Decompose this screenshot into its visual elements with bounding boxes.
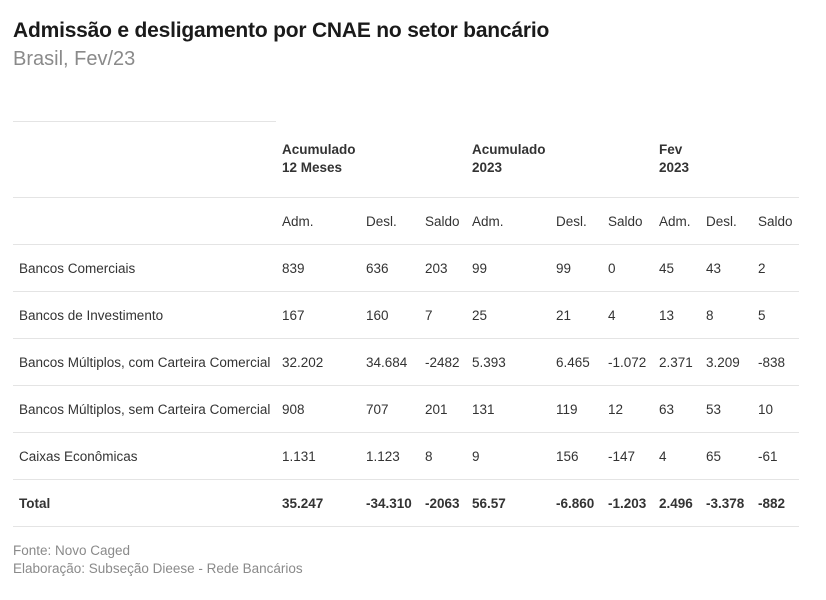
table-cell: -1.203 bbox=[602, 479, 654, 527]
table-cell: 34.684 bbox=[360, 338, 419, 386]
row-label: Bancos Múltiplos, com Carteira Comercial bbox=[13, 338, 276, 386]
source-note: Fonte: Novo Caged bbox=[13, 543, 131, 558]
subheader-adm: Adm. bbox=[466, 197, 551, 245]
table-cell: 1.123 bbox=[360, 432, 419, 480]
table-cell: 201 bbox=[419, 385, 467, 433]
table-cell: 4 bbox=[653, 432, 701, 480]
table-cell: -838 bbox=[752, 338, 800, 386]
table-cell: 3.209 bbox=[700, 338, 753, 386]
row-label: Total bbox=[13, 479, 276, 527]
table-cell: 56.57 bbox=[466, 479, 551, 527]
table-cell: 99 bbox=[466, 244, 551, 292]
table-cell: -2482 bbox=[419, 338, 467, 386]
subheader-saldo: Saldo bbox=[602, 197, 654, 245]
table-cell: 12 bbox=[602, 385, 654, 433]
table-cell: 21 bbox=[550, 291, 603, 339]
table-cell: 8 bbox=[419, 432, 467, 480]
group-header-line1: Acumulado bbox=[472, 142, 546, 158]
table-cell: 35.247 bbox=[276, 479, 360, 527]
table-cell: -147 bbox=[602, 432, 654, 480]
table-cell: 2.496 bbox=[653, 479, 701, 527]
table-cell: 636 bbox=[360, 244, 419, 292]
group-header-line2: 2023 bbox=[472, 160, 503, 176]
total-row: Total 35.247 -34.310 -2063 56.57 -6.860 -1.203… bbox=[13, 479, 800, 527]
table-cell: 839 bbox=[276, 244, 360, 292]
table-cell: 8 bbox=[700, 291, 753, 339]
group-header-line2: 12 Meses bbox=[282, 160, 343, 176]
table-cell: 5.393 bbox=[466, 338, 551, 386]
row-label: Caixas Econômicas bbox=[13, 432, 276, 480]
corner-cell bbox=[13, 121, 276, 198]
table-row: Bancos Comerciais 839 636 203 99 99 0 45 43 2 bbox=[13, 244, 800, 292]
table-cell: -882 bbox=[752, 479, 800, 527]
table-cell: 65 bbox=[700, 432, 753, 480]
table-cell: 7 bbox=[419, 291, 467, 339]
table-row: Bancos Múltiplos, sem Carteira Comercial… bbox=[13, 385, 800, 433]
row-label: Bancos Múltiplos, sem Carteira Comercial bbox=[13, 385, 276, 433]
table-cell: 13 bbox=[653, 291, 701, 339]
row-label: Bancos de Investimento bbox=[13, 291, 276, 339]
data-table: Acumulado 12 Meses Acumulado 2023 Fev 20… bbox=[13, 121, 800, 527]
subheader-desl: Desl. bbox=[550, 197, 603, 245]
table-cell: 63 bbox=[653, 385, 701, 433]
table-cell: 2.371 bbox=[653, 338, 701, 386]
group-header-12-meses: Acumulado 12 Meses bbox=[276, 121, 467, 198]
subheader-row: Adm. Desl. Saldo Adm. Desl. Saldo Adm. D… bbox=[13, 197, 800, 245]
corner-cell bbox=[13, 197, 276, 245]
subheader-adm: Adm. bbox=[276, 197, 360, 245]
table-cell: 203 bbox=[419, 244, 467, 292]
table-cell: 156 bbox=[550, 432, 603, 480]
table-cell: 119 bbox=[550, 385, 603, 433]
table-cell: 908 bbox=[276, 385, 360, 433]
table-cell: 45 bbox=[653, 244, 701, 292]
table-cell: 25 bbox=[466, 291, 551, 339]
table-cell: 0 bbox=[602, 244, 654, 292]
table-cell: 160 bbox=[360, 291, 419, 339]
table-cell: 9 bbox=[466, 432, 551, 480]
table-cell: 167 bbox=[276, 291, 360, 339]
group-header-line1: Acumulado bbox=[282, 142, 356, 158]
group-header-line2: 2023 bbox=[659, 160, 690, 176]
subheader-desl: Desl. bbox=[360, 197, 419, 245]
group-header-row: Acumulado 12 Meses Acumulado 2023 Fev 20… bbox=[13, 121, 800, 198]
table-cell: -3.378 bbox=[700, 479, 753, 527]
table-row: Bancos Múltiplos, com Carteira Comercial… bbox=[13, 338, 800, 386]
row-label: Bancos Comerciais bbox=[13, 244, 276, 292]
subheader-desl: Desl. bbox=[700, 197, 753, 245]
table-cell: 53 bbox=[700, 385, 753, 433]
table-cell: -2063 bbox=[419, 479, 467, 527]
chart-title: Admissão e desligamento por CNAE no seto… bbox=[13, 19, 550, 42]
table-cell: 10 bbox=[752, 385, 800, 433]
table-cell: 707 bbox=[360, 385, 419, 433]
table-cell: 131 bbox=[466, 385, 551, 433]
table-cell: 2 bbox=[752, 244, 800, 292]
table-cell: -6.860 bbox=[550, 479, 603, 527]
table-cell: 32.202 bbox=[276, 338, 360, 386]
table-cell: 99 bbox=[550, 244, 603, 292]
subheader-saldo: Saldo bbox=[752, 197, 800, 245]
table-cell: -34.310 bbox=[360, 479, 419, 527]
group-header-line1: Fev bbox=[659, 142, 683, 158]
subheader-adm: Adm. bbox=[653, 197, 701, 245]
table-cell: 4 bbox=[602, 291, 654, 339]
table-cell: 5 bbox=[752, 291, 800, 339]
group-header-fev-2023: Fev 2023 bbox=[653, 121, 800, 198]
chart-subtitle: Brasil, Fev/23 bbox=[13, 48, 136, 70]
credit-note: Elaboração: Subseção Dieese - Rede Bancá… bbox=[13, 561, 303, 576]
table-cell: 1.131 bbox=[276, 432, 360, 480]
table-cell: 43 bbox=[700, 244, 753, 292]
table-cell: 6.465 bbox=[550, 338, 603, 386]
subheader-saldo: Saldo bbox=[419, 197, 467, 245]
table-cell: -61 bbox=[752, 432, 800, 480]
table-cell: -1.072 bbox=[602, 338, 654, 386]
group-header-acumulado-2023: Acumulado 2023 bbox=[466, 121, 654, 198]
table-row: Caixas Econômicas 1.131 1.123 8 9 156 -147 4 65-… bbox=[13, 432, 800, 480]
table-body: Bancos Comerciais 839 636 203 99 99 0 45 43 2 Banc… bbox=[13, 244, 800, 527]
table-row: Bancos de Investimento 167 160 7 25 21 4 13 8 5 bbox=[13, 291, 800, 339]
